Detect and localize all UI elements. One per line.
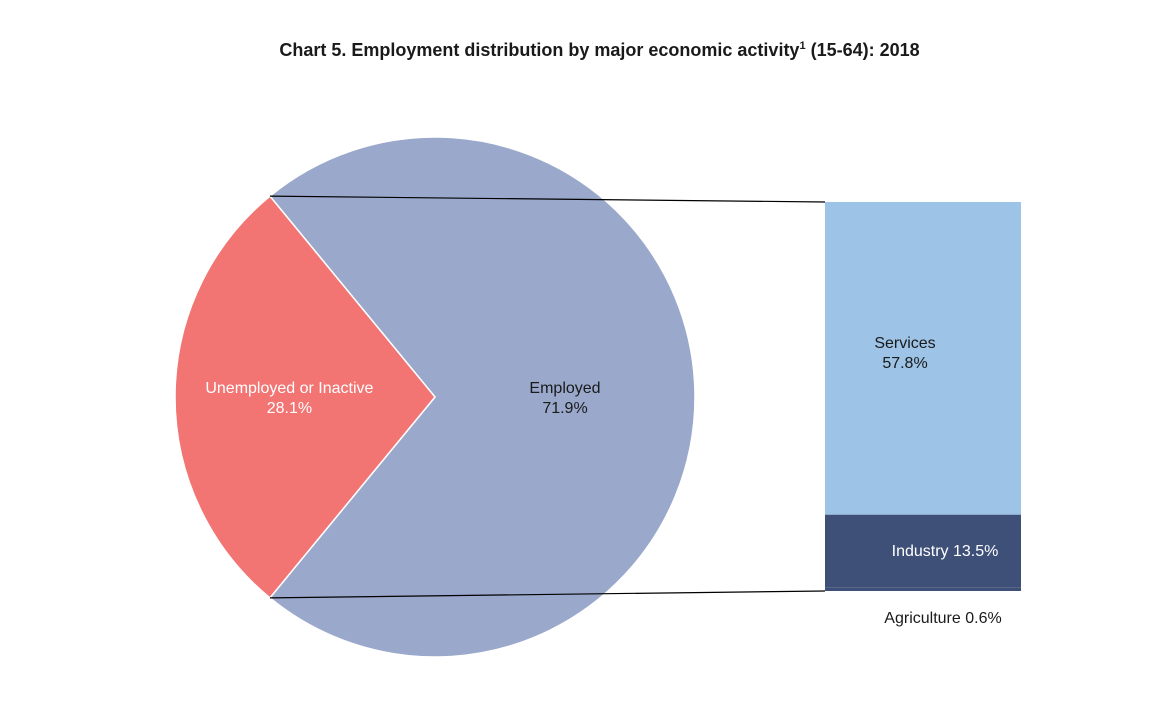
pie-slice-employed (268, 136, 696, 658)
bar-segment-services (825, 202, 1021, 515)
pie (174, 136, 696, 658)
bar-segment-industry (825, 514, 1021, 588)
bar-label-agriculture: Agriculture 0.6% (884, 610, 1001, 627)
slice-label-unemployed-or-inactive: Unemployed or Inactive (205, 380, 373, 397)
chart-title: Chart 5. Employment distribution by majo… (0, 40, 1161, 61)
connector-lines (269, 195, 826, 599)
bar-label-industry: Industry 13.5% (892, 543, 999, 560)
pie-slice-unemployed-or-inactive (174, 195, 436, 599)
bar-segment-agriculture (825, 587, 1021, 591)
slice-value-unemployed-or-inactive: 28.1% (267, 400, 312, 417)
bar-label-services: Services (874, 335, 935, 352)
bar-value-services: 57.8% (882, 355, 927, 372)
breakdown-bar (825, 202, 1021, 591)
slice-label-employed: Employed (529, 380, 600, 397)
chart-title-text: Chart 5. Employment distribution by majo… (279, 40, 800, 60)
slice-value-employed: 71.9% (542, 400, 587, 417)
chart-title-footnote: 1 (799, 40, 806, 52)
connector-line-top (269, 195, 826, 203)
connector-line-bottom (269, 590, 826, 599)
chart-title-suffix: (15-64): 2018 (805, 40, 920, 60)
data-labels: Employed 71.9% Unemployed or Inactive 28.1%… (205, 335, 1001, 627)
